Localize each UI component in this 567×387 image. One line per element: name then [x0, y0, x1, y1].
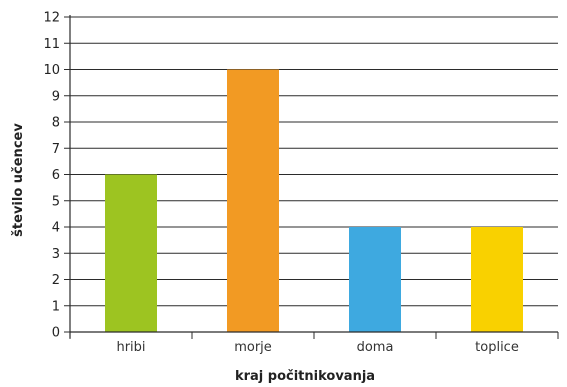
- y-tick-label-5: 5: [52, 194, 60, 209]
- x-tick-label-toplice: toplice: [475, 340, 519, 355]
- y-tick-label-9: 9: [52, 89, 60, 104]
- y-tick-label-6: 6: [52, 168, 60, 183]
- y-tick-label-12: 12: [43, 11, 60, 26]
- axes: [64, 15, 559, 339]
- bar-morje: [227, 69, 279, 332]
- y-tick-label-11: 11: [43, 37, 60, 52]
- y-tick-label-4: 4: [52, 221, 60, 236]
- y-tick-label-7: 7: [52, 142, 60, 157]
- x-tick-label-hribi: hribi: [116, 340, 145, 355]
- x-tick-label-doma: doma: [357, 340, 394, 355]
- y-tick-label-10: 10: [43, 63, 60, 78]
- y-tick-label-2: 2: [52, 273, 60, 288]
- bar-doma: [349, 227, 401, 332]
- bars: [105, 69, 523, 332]
- x-tick-label-morje: morje: [234, 340, 272, 355]
- y-tick-label-3: 3: [52, 247, 60, 262]
- bar-toplice: [471, 227, 523, 332]
- y-tick-label-1: 1: [52, 299, 60, 314]
- y-tick-label-8: 8: [52, 116, 60, 131]
- y-tick-label-0: 0: [52, 326, 60, 341]
- y-axis-title: število učencev: [11, 123, 26, 237]
- x-axis-title: kraj počitnikovanja: [235, 369, 375, 384]
- x-tick-labels: hribi morje doma toplice: [116, 340, 518, 355]
- bar-hribi: [105, 174, 157, 332]
